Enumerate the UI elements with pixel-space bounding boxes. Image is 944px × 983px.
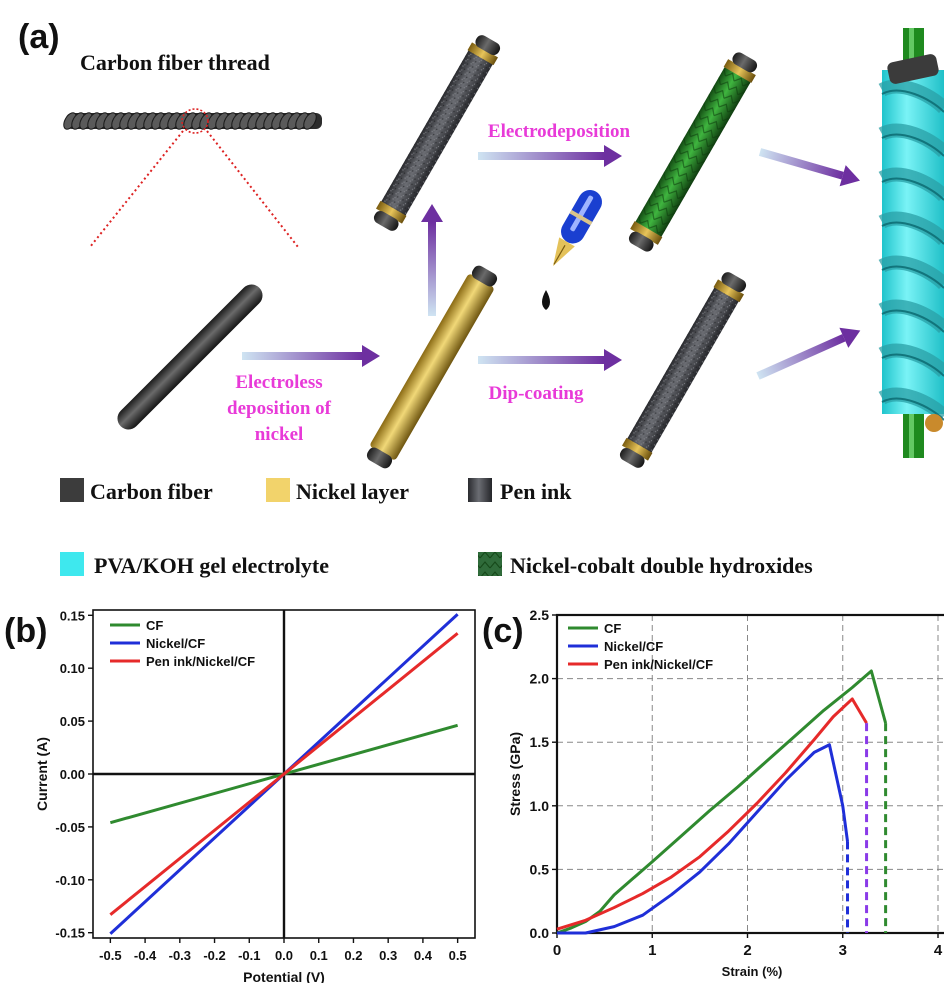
legend-swatch-carbon-fiber: [60, 478, 84, 502]
legend-nico-hydroxides: Nickel-cobalt double hydroxides: [510, 553, 813, 578]
y-tick-label-c: 1.0: [530, 798, 550, 814]
x-tick-label-b: 0.0: [275, 948, 293, 963]
fountain-pen-icon: [542, 190, 602, 310]
x-tick-label-b: 0.1: [310, 948, 328, 963]
y-tick-label-b: -0.15: [55, 926, 85, 941]
series-line-c-0: [556, 669, 888, 935]
y-axis-title-b: Current (A): [34, 737, 50, 811]
pen-ink-rod-bottom: [619, 272, 747, 468]
x-axis-title-c: Strain (%): [722, 964, 783, 979]
legend-label-c-2: Pen ink/Nickel/CF: [604, 657, 713, 672]
panel-a-legend: Carbon fiber Nickel layer Pen ink PVA/KO…: [60, 478, 813, 578]
series-line-c-2: [556, 697, 868, 931]
y-tick-label-c: 2.5: [530, 607, 550, 623]
x-tick-label-b: 0.5: [449, 948, 467, 963]
legend-label-b-0: CF: [146, 618, 163, 633]
x-tick-label-c: 4: [934, 942, 943, 959]
carbon-fiber-thread-illustration: [63, 108, 322, 248]
legend-label-c-0: CF: [604, 621, 621, 636]
legend-swatch-pen-ink: [468, 478, 492, 502]
chart-b-iv-curves: (b) -0.5 -0.4 -0.3 -0.2 -0.1 0.0 0.1 0.2 0.3 0.4 0.…: [4, 608, 476, 983]
arrow-dip-coating: [478, 349, 622, 371]
y-tick-label-c: 0.5: [530, 861, 550, 877]
x-tick-label-b: -0.2: [203, 948, 225, 963]
step-electroless-line3: nickel: [255, 424, 304, 445]
x-tick-label-c: 2: [743, 942, 751, 959]
step-electroless-line2: deposition of: [227, 398, 332, 419]
x-tick-label-b: 0.2: [344, 948, 362, 963]
legend-nickel-layer: Nickel layer: [296, 479, 409, 504]
arrow-up-to-ink: [421, 204, 443, 316]
x-tick-label-b: 0.3: [379, 948, 397, 963]
legend-label-b-1: Nickel/CF: [146, 636, 205, 651]
nico-hydroxide-rod: [628, 52, 758, 252]
series-line-b-2: [109, 632, 459, 916]
legend-label-b-2: Pen ink/Nickel/CF: [146, 654, 255, 669]
y-axis-title-c: Stress (GPa): [507, 732, 523, 816]
step-electroless-line1: Electroless: [235, 372, 322, 393]
legend-swatch-nickel: [266, 478, 290, 502]
assembled-supercapacitor: [878, 28, 944, 458]
panel-b-label: (b): [4, 612, 47, 650]
chart-c-stress-strain: (c) 0 1 2 3 4 0.0 0.5 1.0 1.5 2.0 2.5 Strain (%) Stre…: [482, 607, 944, 979]
legend-swatch-gel: [60, 552, 84, 576]
legend-label-c-1: Nickel/CF: [604, 639, 663, 654]
y-tick-label-b: 0.15: [60, 608, 85, 623]
bare-carbon-fiber-rod: [117, 284, 263, 430]
x-tick-label-b: -0.3: [169, 948, 191, 963]
y-tick-label-b: -0.10: [55, 873, 85, 888]
y-tick-label-c: 2.0: [530, 671, 550, 687]
series-line-c-1: [557, 743, 849, 935]
y-tick-label-c: 0.0: [530, 925, 550, 941]
y-tick-label-b: 0.00: [60, 767, 85, 782]
step-electrodeposition: Electrodeposition: [488, 121, 631, 142]
x-tick-label-b: -0.4: [134, 948, 157, 963]
x-tick-label-c: 3: [839, 942, 847, 959]
pen-ink-rod-top: [373, 35, 501, 231]
x-tick-label-b: -0.1: [238, 948, 260, 963]
x-tick-label-b: -0.5: [99, 948, 121, 963]
legend-gel-electrolyte: PVA/KOH gel electrolyte: [94, 553, 329, 578]
arrow-to-nickel: [242, 345, 380, 367]
carbon-fiber-thread-title: Carbon fiber thread: [80, 50, 270, 75]
x-tick-label-c: 1: [648, 942, 656, 959]
plot-frame-c: [555, 613, 944, 935]
y-tick-label-b: 0.05: [60, 714, 85, 729]
x-tick-label-c: 0: [553, 942, 561, 959]
arrow-green-to-device: [758, 148, 860, 187]
x-axis-title-b: Potential (V): [243, 969, 325, 983]
y-tick-label-b: 0.10: [60, 661, 85, 676]
panel-c-label: (c): [482, 612, 524, 650]
x-tick-label-b: 0.4: [414, 948, 433, 963]
y-tick-label-b: -0.05: [55, 820, 85, 835]
process-arrows: [242, 145, 861, 380]
legend-pen-ink: Pen ink: [500, 479, 572, 504]
legend-carbon-fiber: Carbon fiber: [90, 479, 213, 504]
arrow-electrodeposition: [478, 145, 622, 167]
panel-a-label: (a): [18, 18, 60, 56]
y-tick-label-c: 1.5: [530, 734, 550, 750]
arrow-ink-to-device: [756, 327, 861, 380]
step-dip-coating: Dip-coating: [489, 383, 585, 404]
nickel-coated-rod: [366, 265, 498, 469]
